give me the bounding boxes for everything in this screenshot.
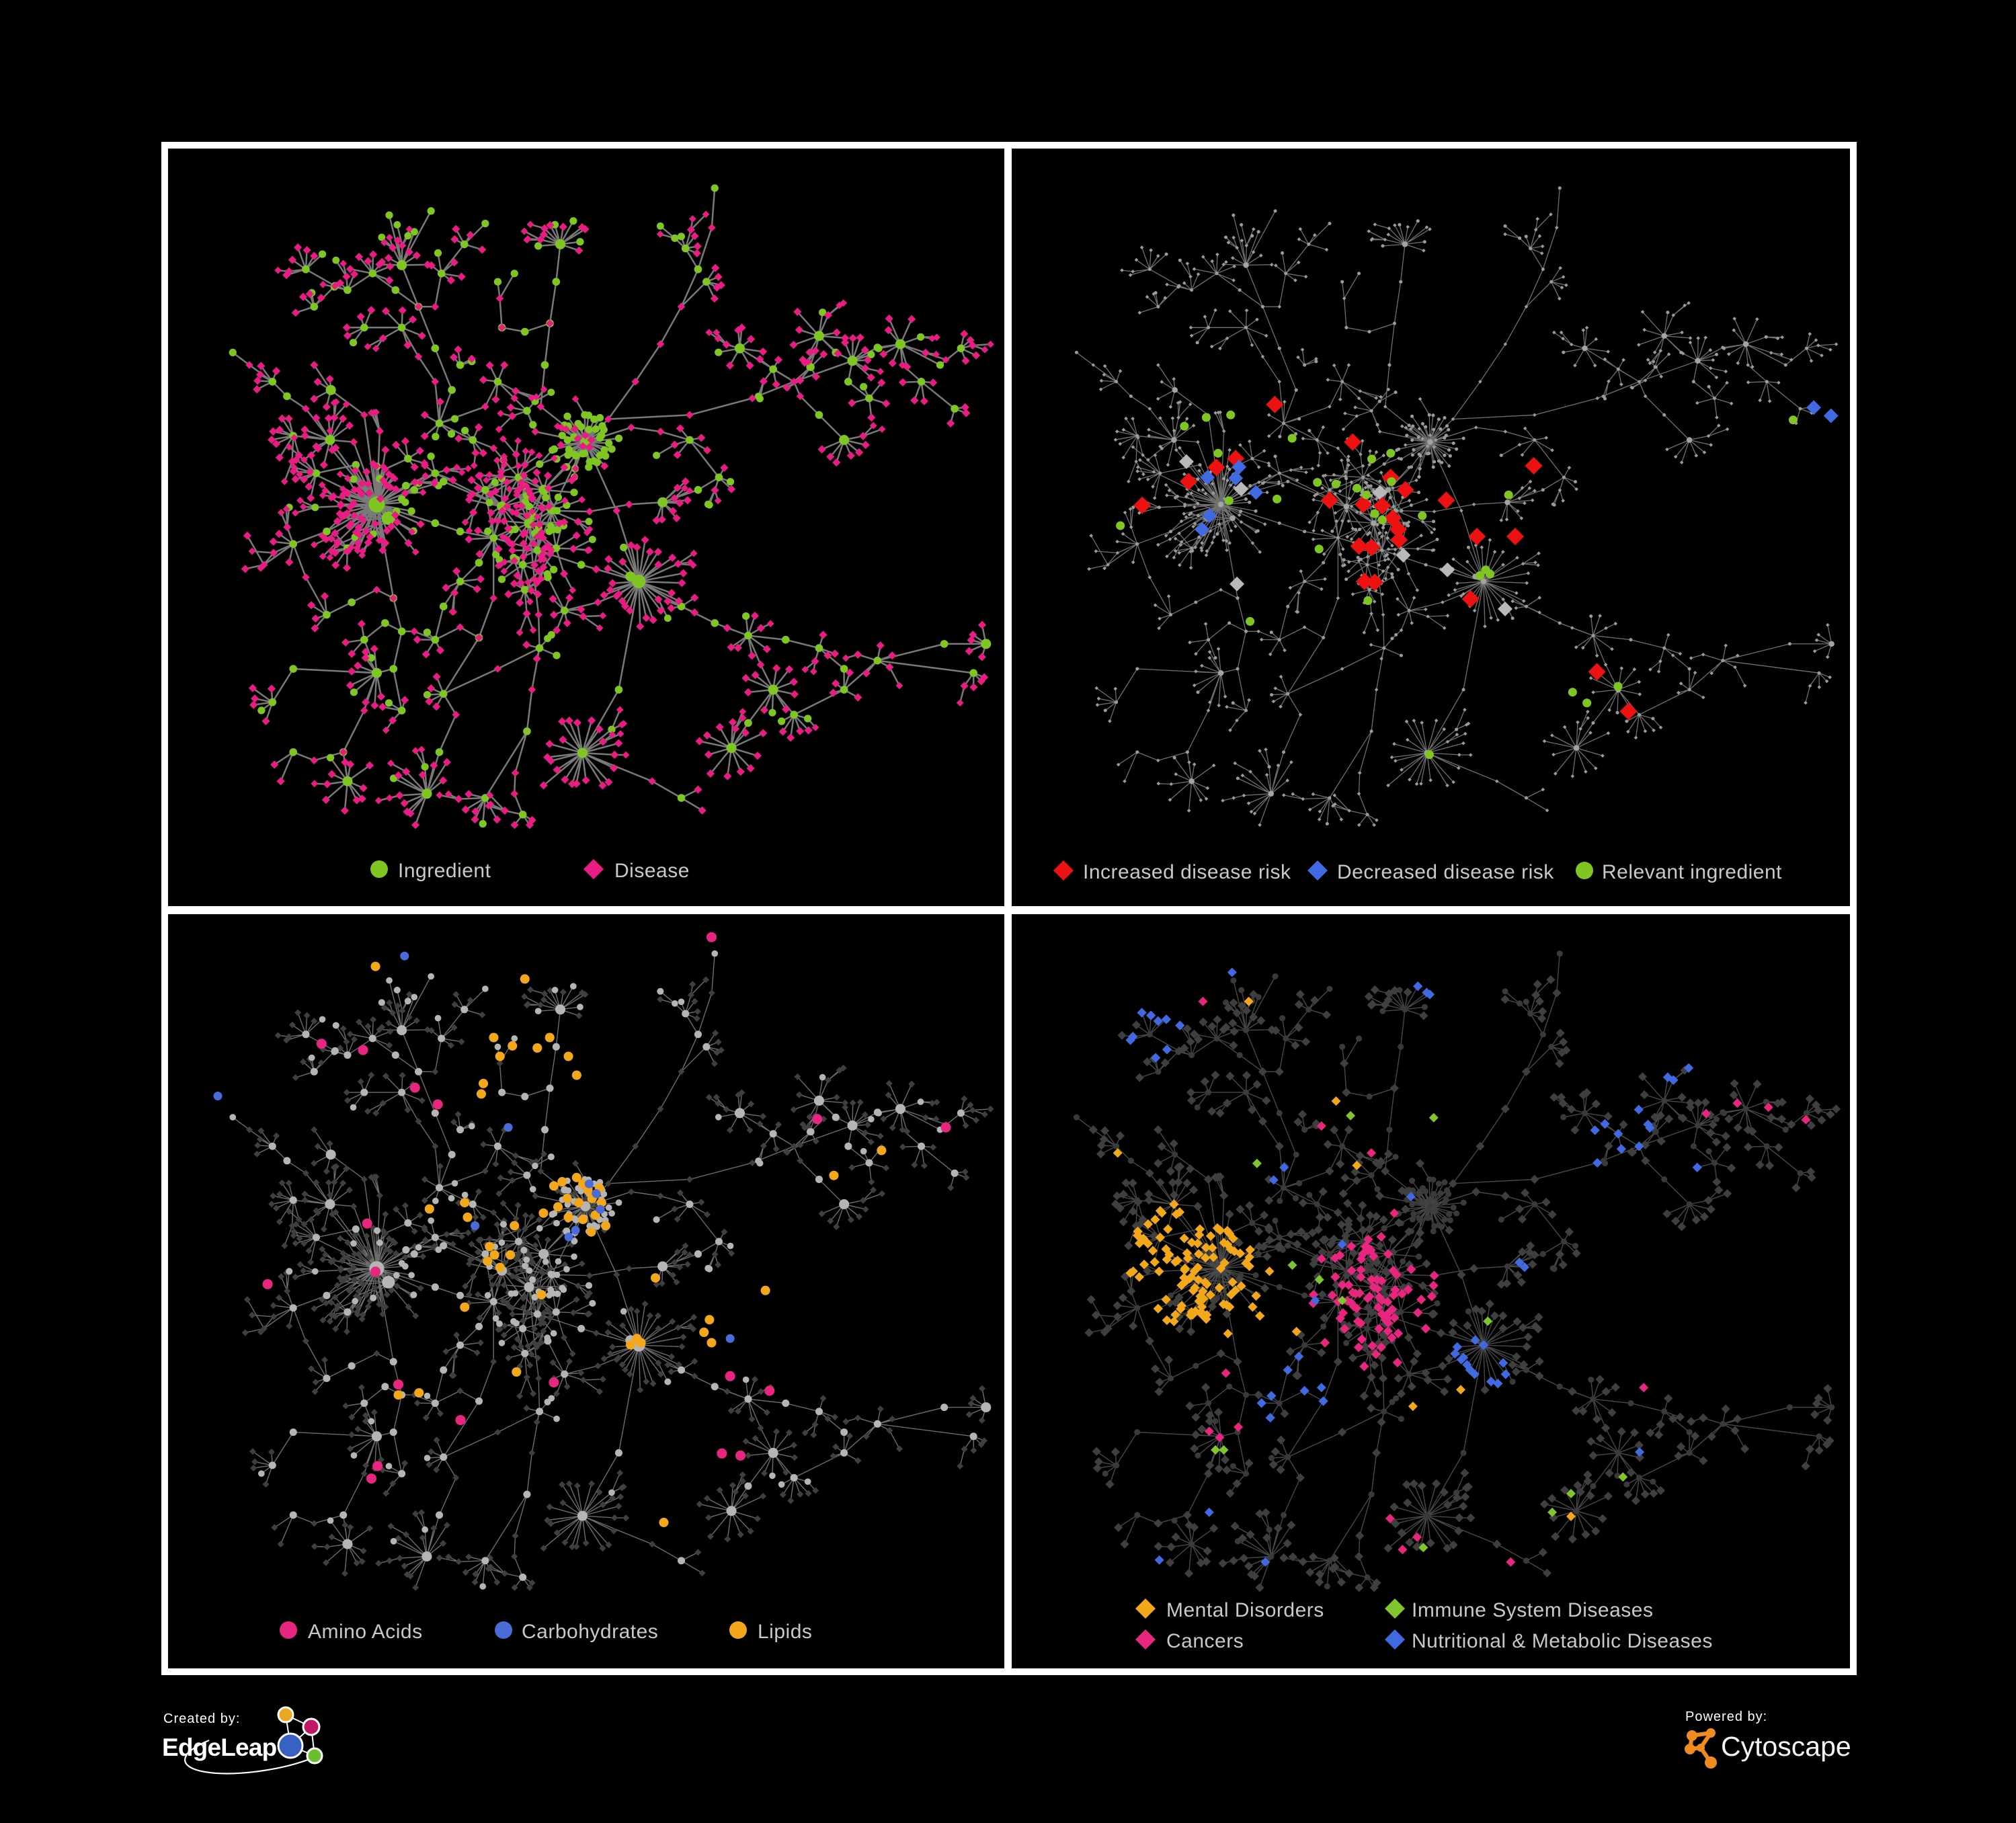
svg-text:Powered by:: Powered by: (1685, 1709, 1767, 1724)
svg-text:Cytoscape: Cytoscape (1721, 1731, 1851, 1762)
svg-text:Carbohydrates: Carbohydrates (522, 1621, 658, 1643)
svg-text:Disease: Disease (614, 860, 690, 882)
svg-text:EdgeLeap: EdgeLeap (162, 1734, 277, 1761)
svg-text:Cancers: Cancers (1166, 1630, 1244, 1652)
svg-text:Increased disease risk: Increased disease risk (1083, 861, 1291, 883)
svg-text:Created by:: Created by: (163, 1711, 240, 1726)
svg-text:Immune System Diseases: Immune System Diseases (1412, 1599, 1653, 1621)
svg-text:Ingredient: Ingredient (398, 860, 491, 882)
svg-text:Lipids: Lipids (758, 1621, 812, 1643)
svg-text:Amino Acids: Amino Acids (308, 1621, 423, 1643)
svg-text:Decreased disease risk: Decreased disease risk (1337, 861, 1554, 883)
svg-text:Mental Disorders: Mental Disorders (1166, 1599, 1324, 1621)
svg-text:Nutritional & Metabolic Diseas: Nutritional & Metabolic Diseases (1412, 1630, 1713, 1652)
svg-text:Relevant ingredient: Relevant ingredient (1602, 861, 1782, 883)
